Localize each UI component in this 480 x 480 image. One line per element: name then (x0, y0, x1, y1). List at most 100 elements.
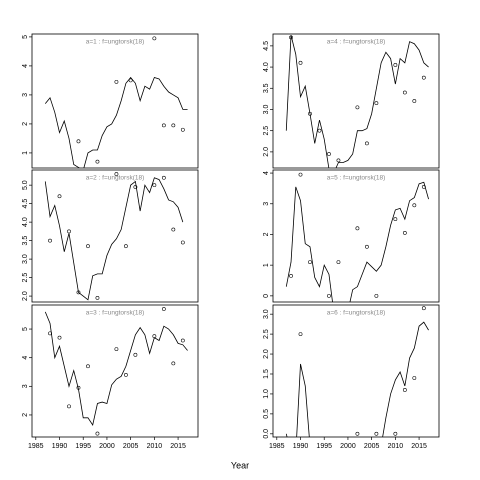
point (152, 183, 157, 188)
point (124, 372, 128, 377)
y-tick-label: 2.5 (263, 329, 270, 339)
y-tick-label: 1 (263, 263, 270, 267)
y-tick-label: 3.0 (22, 254, 29, 264)
point (298, 60, 303, 65)
point (48, 331, 52, 336)
panel-frame (31, 304, 199, 438)
panel-frame (272, 304, 440, 438)
point (298, 172, 303, 177)
point (76, 385, 81, 390)
point (95, 296, 100, 300)
y-tick-label: 3.0 (263, 309, 270, 319)
panel-title: a=3 : f=ungtorsk(18) (86, 310, 145, 317)
x-tick-label: 2010 (388, 443, 404, 450)
point (374, 293, 379, 298)
y-tick-label: 2 (263, 232, 270, 236)
point (86, 364, 90, 369)
point (114, 172, 119, 176)
point (171, 361, 176, 366)
panel-title: a=1 : f=ungtorsk(18) (86, 39, 145, 46)
panel-title: a=6 : f=ungtorsk(18) (327, 310, 386, 317)
y-tick-label: 5 (22, 35, 29, 39)
point (161, 175, 166, 180)
point (327, 293, 331, 298)
point (171, 227, 176, 232)
y-tick-label: 5.0 (22, 180, 29, 190)
point (421, 184, 426, 189)
point (365, 141, 369, 146)
point (393, 217, 398, 222)
y-tick-label: 0 (263, 294, 270, 298)
y-tick-label: 2 (22, 122, 29, 126)
panel-frame (272, 33, 440, 169)
x-tick-label: 2015 (170, 443, 186, 450)
point (317, 128, 322, 133)
x-tick-label: 2010 (147, 443, 163, 450)
line (285, 321, 429, 437)
line (285, 35, 429, 168)
y-tick-label: 4.5 (263, 41, 270, 51)
panel-frame (31, 169, 199, 303)
panel-frame (31, 33, 199, 169)
point (67, 229, 71, 234)
point (412, 99, 417, 103)
point (95, 431, 100, 436)
point (95, 159, 100, 164)
x-tick-label: 2005 (123, 443, 139, 450)
y-tick-label: 1.5 (263, 369, 270, 379)
y-tick-label: 4.0 (263, 62, 270, 72)
y-tick-label: 3.0 (263, 105, 270, 115)
y-tick-label: 3 (22, 93, 29, 97)
panel: a=1 : f=ungtorsk(18) 1 2 3 4 5 (22, 33, 199, 169)
point (161, 123, 166, 128)
y-tick-label: 2.0 (22, 291, 29, 301)
point (308, 260, 312, 264)
y-tick-label: 2.0 (263, 147, 270, 157)
point (402, 231, 407, 235)
y-tick-label: 2 (22, 413, 29, 417)
y-tick-label: 0.0 (263, 429, 270, 439)
y-tick-label: 1.0 (263, 389, 270, 399)
line (44, 76, 188, 168)
point (393, 63, 398, 67)
panel: a=3 : f=ungtorsk(18) 2 3 4 5 1985 1990 1995 2000… (22, 304, 199, 450)
line (44, 311, 188, 426)
point (67, 404, 71, 409)
point (133, 352, 138, 357)
panel-title: a=2 : f=ungtorsk(18) (86, 175, 145, 182)
point (327, 152, 331, 156)
point (336, 158, 341, 163)
point (171, 123, 176, 128)
point (374, 431, 379, 436)
point (412, 376, 417, 380)
point (114, 347, 119, 351)
y-tick-label: 4 (22, 356, 29, 360)
x-tick-label: 2000 (340, 443, 356, 450)
y-tick-label: 1 (22, 151, 29, 155)
panel-title: a=5 : f=ungtorsk(18) (327, 175, 386, 182)
y-tick-label: 3.5 (22, 236, 29, 246)
x-tick-label: 1995 (316, 443, 332, 450)
line (44, 177, 184, 301)
point (133, 185, 138, 189)
y-tick-label: 4 (22, 64, 29, 68)
point (355, 226, 360, 231)
point (289, 35, 293, 40)
y-tick-label: 4.0 (22, 217, 29, 227)
x-tick-label: 2005 (364, 443, 380, 450)
x-tick-label: 1990 (52, 443, 68, 450)
panel-title: a=4 : f=ungtorsk(18) (327, 39, 386, 46)
x-tick-label: 2015 (411, 443, 427, 450)
y-tick-label: 3 (263, 202, 270, 206)
x-tick-label: 1995 (75, 443, 91, 450)
point (180, 240, 185, 245)
point (355, 105, 360, 110)
y-tick-label: 2.0 (263, 349, 270, 359)
x-tick-label: 1985 (269, 443, 285, 450)
y-tick-label: 2.5 (263, 126, 270, 136)
point (365, 244, 369, 249)
point (180, 127, 185, 132)
point (76, 139, 81, 144)
panel: a=6 : f=ungtorsk(18) 0.0 0.5 1.0 1.5 2.0 2.5 3.… (263, 304, 440, 450)
